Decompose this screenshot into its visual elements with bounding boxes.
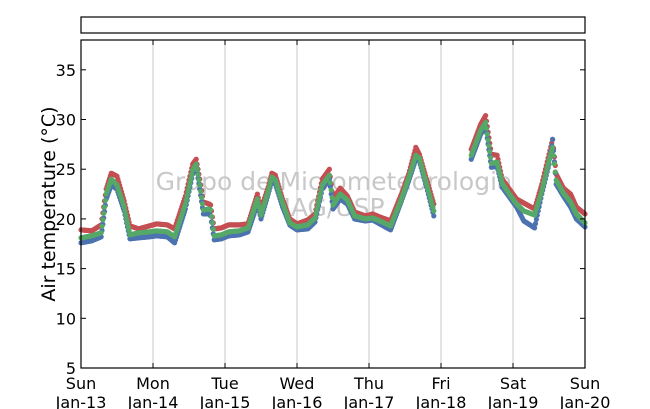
point: [121, 204, 127, 210]
point: [483, 112, 489, 119]
y-tick-label-6: 35: [56, 61, 76, 80]
series-2: [78, 119, 588, 241]
point: [188, 176, 194, 182]
point: [314, 207, 320, 213]
point: [199, 194, 205, 201]
point: [487, 149, 493, 155]
point: [99, 223, 105, 229]
point: [183, 197, 189, 203]
y-tick-label-2: 15: [56, 260, 76, 279]
point: [123, 212, 129, 218]
point: [125, 224, 131, 230]
x-tick-date-3: Jan-16: [271, 393, 323, 409]
point: [102, 197, 108, 204]
point: [487, 154, 494, 161]
point: [483, 125, 490, 131]
point: [431, 208, 437, 214]
point: [550, 136, 556, 142]
point: [193, 161, 199, 167]
point: [254, 196, 260, 202]
x-tick-date-0: Jan-13: [55, 393, 107, 409]
point: [189, 171, 195, 178]
point: [483, 119, 489, 126]
point: [494, 152, 500, 158]
point: [550, 144, 556, 150]
point: [313, 211, 319, 217]
point: [124, 220, 131, 226]
point: [326, 172, 332, 178]
x-tick-date-4: Jan-17: [343, 393, 395, 409]
point: [208, 213, 215, 220]
point: [316, 198, 322, 205]
point: [255, 200, 261, 206]
x-tick-date-7: Jan-20: [559, 393, 611, 409]
legend-box: [80, 16, 586, 34]
point: [101, 210, 107, 217]
point: [327, 180, 333, 186]
point: [194, 166, 200, 173]
point: [328, 187, 334, 193]
point: [532, 225, 538, 231]
point: [551, 161, 558, 167]
x-tick-date-2: Jan-15: [199, 393, 251, 409]
point: [101, 204, 108, 210]
point: [100, 217, 106, 223]
point: [122, 208, 128, 214]
x-tick-day-3: Wed: [280, 374, 315, 393]
plot-frame: [80, 39, 586, 369]
point: [484, 131, 490, 137]
point: [195, 172, 201, 178]
point: [485, 137, 491, 143]
point: [316, 194, 323, 201]
x-tick-day-5: Fri: [431, 374, 450, 393]
point: [431, 213, 437, 219]
point: [329, 194, 335, 201]
point: [533, 216, 540, 223]
point: [486, 143, 492, 149]
y-tick-label-4: 25: [56, 160, 76, 179]
y-tick-label-5: 30: [56, 111, 76, 130]
axes: SunJan-13MonJan-14TueJan-15WedJan-16ThuJ…: [55, 40, 611, 409]
point: [326, 166, 332, 172]
x-tick-day-6: Sat: [500, 374, 526, 393]
point: [196, 177, 202, 183]
data-points: [78, 112, 588, 246]
x-tick-date-6: Jan-19: [487, 393, 539, 409]
point: [182, 201, 188, 207]
point: [208, 202, 214, 208]
x-tick-day-2: Tue: [210, 374, 238, 393]
x-tick-day-1: Mon: [136, 374, 170, 393]
x-tick-day-7: Sun: [570, 374, 600, 393]
x-tick-date-1: Jan-14: [127, 393, 179, 409]
point: [315, 203, 321, 209]
x-tick-day-4: Thu: [353, 374, 384, 393]
point: [184, 192, 190, 199]
point: [550, 152, 557, 159]
point: [197, 182, 203, 188]
point: [552, 169, 558, 175]
point: [193, 156, 199, 162]
point: [210, 226, 216, 232]
y-tick-label-3: 20: [56, 210, 76, 229]
x-tick-date-5: Jan-18: [415, 393, 467, 409]
point: [209, 220, 215, 226]
point: [124, 216, 130, 222]
point: [198, 188, 204, 194]
point: [318, 186, 324, 192]
point: [98, 230, 104, 236]
x-tick-day-0: Sun: [66, 374, 96, 393]
point: [186, 184, 192, 190]
point: [199, 201, 206, 207]
point: [185, 188, 191, 194]
y-tick-label-1: 10: [56, 309, 76, 328]
point: [532, 221, 539, 227]
point: [317, 190, 323, 196]
point: [187, 180, 193, 186]
point: [208, 207, 214, 213]
y-tick-label-0: 5: [66, 359, 76, 378]
y-axis-title: Air temperature (°C): [38, 106, 60, 301]
point: [312, 215, 318, 221]
